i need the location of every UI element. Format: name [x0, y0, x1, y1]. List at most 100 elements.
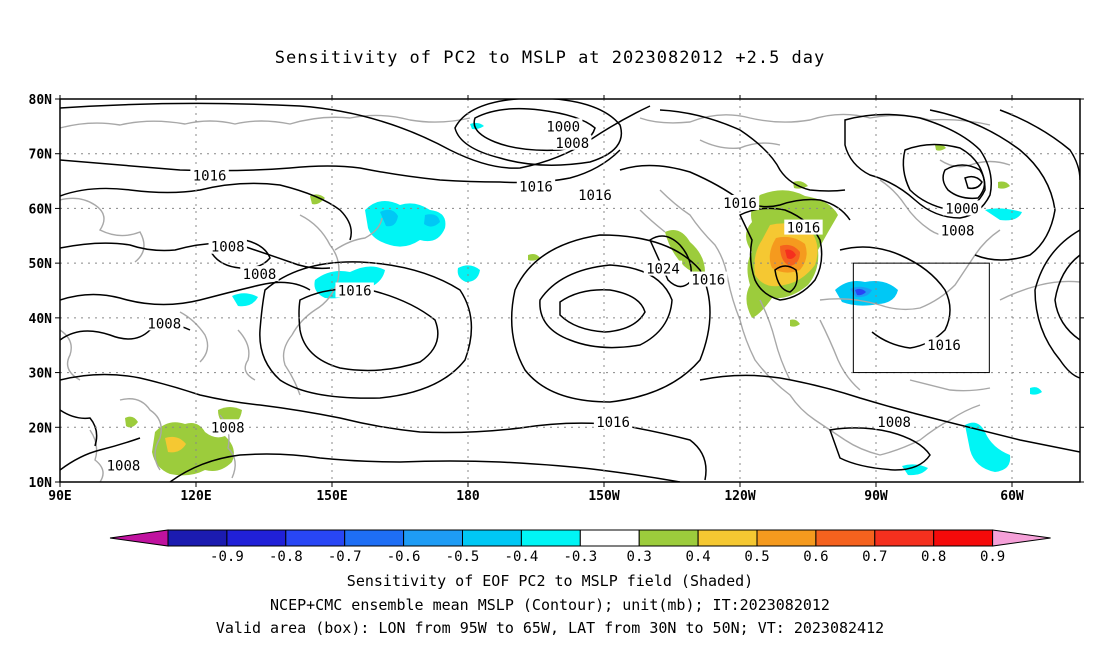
- colorbar-swatch: [697, 529, 758, 547]
- contour-label-bg: [544, 118, 583, 134]
- colorbar-swatch: [520, 529, 581, 547]
- colorbar-low-triangle: [109, 529, 169, 547]
- colorbar-label: 0.8: [921, 549, 946, 565]
- contour-label-bg: [190, 167, 229, 183]
- colorbar-swatch: [815, 529, 876, 547]
- lon-label: 180: [456, 489, 480, 504]
- contour-labels: 1000 1008 1016 1016 1016 1016 1016 1008 1008 1024…: [104, 118, 982, 475]
- colorbar-label: -0.6: [387, 549, 421, 565]
- contour-label: 1008: [877, 415, 911, 431]
- contour-label: 1024: [646, 262, 680, 278]
- colorbar-swatch: [579, 529, 640, 547]
- lon-label: 60W: [1000, 489, 1024, 504]
- colorbar-swatch: [226, 529, 287, 547]
- caption-valid-area: Valid area (box): LON from 95W to 65W, L…: [215, 619, 885, 637]
- contour-label-bg: [335, 282, 374, 298]
- lat-label: 50N: [29, 257, 53, 272]
- caption-contour: NCEP+CMC ensemble mean MSLP (Contour); u…: [270, 596, 830, 614]
- contour-label-bg: [208, 238, 247, 254]
- colorbar-label: 0.7: [862, 549, 887, 565]
- shade-positive: [165, 436, 186, 453]
- contour-label: 1016: [787, 221, 821, 237]
- lat-label: 70N: [29, 148, 53, 163]
- contour-label-bg: [643, 260, 683, 276]
- lon-label: 120W: [724, 489, 755, 504]
- colorbar-label: -0.3: [563, 549, 597, 565]
- colorbar-swatch: [756, 529, 817, 547]
- latitude-labels: 80N 70N 60N 50N 40N 30N 20N 10N: [29, 93, 53, 491]
- contour-label-bg: [240, 266, 279, 282]
- contour-label-bg: [593, 413, 633, 429]
- colorbar-swatch: [285, 529, 346, 547]
- colorbar-label: 0.4: [685, 549, 710, 565]
- contour-label-bg: [553, 134, 592, 150]
- colorbar-label: 0.3: [627, 549, 652, 565]
- contour-label-bg: [516, 178, 556, 194]
- colorbar-label: -0.4: [505, 549, 539, 565]
- contour-label-bg: [874, 413, 914, 429]
- contour-label: 1008: [941, 223, 975, 239]
- graticule: [60, 99, 1080, 482]
- colorbar-swatch: [403, 529, 464, 547]
- shade-positive: [152, 422, 234, 476]
- contour-label-bg: [145, 315, 184, 331]
- colorbar-label: -0.9: [210, 549, 244, 565]
- contour-label: 1016: [691, 273, 725, 289]
- shade-negative: [985, 208, 1022, 221]
- shade-positive: [790, 319, 800, 327]
- colorbar-label: 0.9: [980, 549, 1005, 565]
- lat-label: 30N: [29, 367, 53, 382]
- contour-label: 1016: [596, 415, 630, 431]
- shade-positive: [528, 254, 540, 261]
- lat-label: 20N: [29, 421, 53, 436]
- contour-label: 1016: [927, 338, 961, 354]
- contour-label: 1016: [338, 284, 372, 300]
- shade-positive: [785, 249, 796, 259]
- longitude-labels: 90E 120E 150E 180 150W 120W 90W 60W: [48, 489, 1024, 504]
- shade-negative: [855, 288, 866, 296]
- coastlines: [60, 113, 1080, 482]
- lat-label: 40N: [29, 312, 53, 327]
- lat-label: 10N: [29, 476, 53, 491]
- colorbar-label: 0.6: [803, 549, 828, 565]
- contour-label-bg: [208, 419, 247, 435]
- colorbar-swatch: [344, 529, 405, 547]
- plot-frame: [59, 98, 1081, 483]
- colorbar-swatch: [167, 529, 228, 547]
- shade-negative: [232, 293, 258, 307]
- contour-label: 1008: [555, 136, 589, 152]
- colorbar-label: 0.5: [744, 549, 769, 565]
- shade-positive: [125, 416, 138, 428]
- colorbar-swatch: [462, 529, 522, 547]
- caption-shaded: Sensitivity of EOF PC2 to MSLP field (Sh…: [346, 572, 754, 590]
- contour-label: 1000: [945, 201, 979, 217]
- lat-label: 80N: [29, 93, 53, 108]
- colorbar-swatch: [638, 529, 699, 547]
- contour-label-bg: [942, 200, 982, 216]
- lon-label: 90W: [864, 489, 888, 504]
- shade-negative: [470, 122, 484, 130]
- valid-area-box: [852, 262, 990, 374]
- contour-label-bg: [784, 219, 823, 235]
- lon-label: 90E: [48, 489, 71, 504]
- lon-label: 150W: [588, 489, 619, 504]
- shade-positive: [935, 144, 946, 151]
- shade-positive: [310, 194, 325, 205]
- colorbar-label: -0.8: [269, 549, 303, 565]
- colorbar-swatch: [874, 529, 935, 547]
- contour-label: 1008: [243, 267, 277, 283]
- shade-positive: [793, 181, 808, 189]
- contour-label-bg: [689, 271, 728, 287]
- colorbar-swatch: [933, 529, 994, 547]
- contour-label-bg: [720, 194, 760, 210]
- contour-label-bg: [924, 337, 964, 353]
- lon-label: 150E: [316, 489, 347, 504]
- contour-label: 1008: [211, 240, 245, 256]
- shade-negative: [1030, 387, 1042, 395]
- shade-negative: [424, 214, 440, 227]
- contour-label: 1008: [147, 316, 181, 332]
- contour-label: 1016: [578, 188, 612, 204]
- contour-label: 1008: [107, 459, 141, 475]
- map-title: Sensitivity of PC2 to MSLP at 2023082012…: [274, 48, 826, 68]
